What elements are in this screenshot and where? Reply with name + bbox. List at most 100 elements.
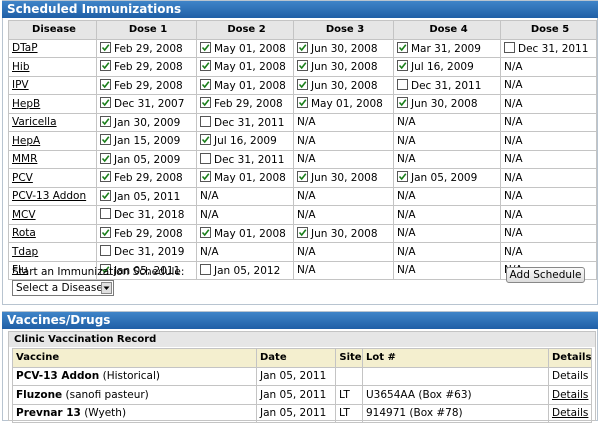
dose-cell: Dec 31, 2007 — [96, 94, 197, 114]
dose-checkbox[interactable] — [297, 226, 308, 238]
lot: 914971 (Box #78) — [366, 407, 463, 420]
lot-cell: 914971 (Box #78) — [362, 403, 549, 423]
disease-select[interactable]: Select a Disease — [12, 280, 114, 296]
dose-cell: Feb 29, 2008 — [96, 57, 197, 77]
schedule-row: HepB Dec 31, 2007 Feb 29, 2008 May 01, 2008… — [8, 94, 597, 114]
lot-cell: U3654AA (Box #63) — [362, 385, 549, 405]
dose-checkbox[interactable] — [200, 60, 211, 72]
check-mark — [201, 173, 210, 181]
dose-checkbox[interactable] — [100, 152, 111, 164]
dose-checkbox[interactable] — [100, 189, 111, 201]
column-header: Dose 3 — [293, 20, 394, 40]
dose-checkbox[interactable] — [397, 41, 408, 53]
disease-link[interactable]: PCV-13 Addon — [12, 190, 87, 203]
disease-link[interactable]: Hib — [12, 60, 30, 73]
column-header: Date — [256, 348, 336, 368]
dose-checkbox[interactable] — [100, 78, 111, 90]
not-applicable: N/A — [297, 245, 316, 258]
lot-cell — [362, 366, 549, 386]
dose-date: Jun 30, 2008 — [311, 61, 378, 74]
dose-checkbox[interactable] — [200, 263, 211, 275]
schedule-panel — [2, 0, 598, 305]
dose-checkbox[interactable] — [100, 245, 111, 257]
dose-checkbox[interactable] — [200, 41, 211, 53]
disease-link[interactable]: Tdap — [12, 245, 39, 258]
date: Jan 05, 2011 — [260, 370, 327, 383]
dose-cell: May 01, 2008 — [196, 75, 294, 95]
date-cell: Jan 05, 2011 — [256, 385, 336, 405]
dose-cell: Jan 30, 2009 — [96, 112, 197, 132]
dose-checkbox[interactable] — [200, 78, 211, 90]
disease-link[interactable]: PCV — [12, 171, 33, 184]
record-title: Clinic Vaccination Record — [9, 332, 595, 347]
dose-checkbox[interactable] — [100, 97, 111, 109]
disease-link[interactable]: IPV — [12, 79, 29, 92]
dose-cell: N/A — [500, 57, 597, 77]
schedule-row: PCV-13 Addon Jan 05, 2011 N/A N/A N/A N/A — [8, 186, 597, 206]
dose-checkbox[interactable] — [100, 263, 111, 275]
dose-cell: Jan 05, 2012 — [196, 260, 294, 280]
dose-cell: Jul 16, 2009 — [196, 131, 294, 151]
details-cell: Details — [548, 366, 592, 386]
add-schedule-button[interactable]: Add Schedule — [506, 267, 585, 283]
dose-checkbox[interactable] — [200, 152, 211, 164]
dose-date: May 01, 2008 — [214, 61, 286, 74]
dose-checkbox[interactable] — [397, 60, 408, 72]
dose-checkbox[interactable] — [100, 134, 111, 146]
dose-cell: N/A — [500, 223, 597, 243]
details-cell: Details — [548, 385, 592, 405]
dose-checkbox[interactable] — [100, 171, 111, 183]
check-mark — [101, 173, 110, 181]
dose-checkbox[interactable] — [297, 60, 308, 72]
dose-checkbox[interactable] — [297, 97, 308, 109]
details[interactable]: Details — [552, 407, 589, 420]
disease-link[interactable]: DTaP — [12, 42, 38, 55]
disease-cell: Rota — [8, 223, 97, 243]
section-header: Vaccines/Drugs — [2, 312, 598, 329]
dose-checkbox[interactable] — [297, 41, 308, 53]
check-mark — [101, 266, 110, 273]
dose-checkbox[interactable] — [100, 115, 111, 127]
dose-checkbox[interactable] — [297, 171, 308, 183]
dose-checkbox[interactable] — [397, 78, 408, 90]
dose-cell: Feb 29, 2008 — [96, 38, 197, 58]
header-row: Disease Dose 1 Dose 2 Dose 3 Dose 4 Dose 5 — [8, 20, 597, 40]
dose-date: Feb 29, 2008 — [114, 42, 183, 55]
dose-cell: Mar 31, 2009 — [393, 38, 501, 58]
dose-cell: N/A — [500, 112, 597, 132]
disease-link[interactable]: MCV — [12, 208, 36, 221]
details[interactable]: Details — [552, 388, 589, 401]
disease-link[interactable]: Varicella — [12, 116, 57, 129]
dose-checkbox[interactable] — [100, 41, 111, 53]
dose-checkbox[interactable] — [200, 171, 211, 183]
dose-checkbox[interactable] — [200, 134, 211, 146]
dose-date: Dec 31, 2011 — [214, 116, 285, 129]
disease-link[interactable]: Rota — [12, 227, 36, 240]
dose-cell: Jul 16, 2009 — [393, 57, 501, 77]
dose-checkbox[interactable] — [397, 171, 408, 183]
dose-checkbox[interactable] — [200, 226, 211, 238]
dose-cell: N/A — [293, 205, 394, 225]
dose-checkbox[interactable] — [100, 60, 111, 72]
disease-link[interactable]: HepB — [12, 97, 41, 110]
disease-cell: HepA — [8, 131, 97, 151]
dose-checkbox[interactable] — [504, 41, 515, 53]
site: LT — [339, 388, 350, 401]
check-mark — [398, 44, 407, 51]
schedule-row: PCV Feb 29, 2008 May 01, 2008 Jun 30, 2008 J… — [8, 168, 597, 188]
dose-checkbox[interactable] — [397, 97, 408, 109]
details-cell: Details — [548, 403, 592, 423]
disease-link[interactable]: Flu — [12, 264, 28, 277]
column-header: Dose 5 — [500, 20, 597, 40]
manufacturer: (sanofi pasteur) — [65, 388, 149, 401]
check-mark — [101, 136, 110, 144]
dose-checkbox[interactable] — [297, 78, 308, 90]
dose-checkbox[interactable] — [200, 115, 211, 127]
dose-checkbox[interactable] — [200, 97, 211, 109]
disease-link[interactable]: MMR — [12, 153, 38, 166]
dose-checkbox[interactable] — [100, 226, 111, 238]
dose-checkbox[interactable] — [100, 208, 111, 220]
dose-cell: Dec 31, 2011 — [196, 149, 294, 169]
dose-date: Dec 31, 2011 — [518, 42, 589, 55]
disease-link[interactable]: HepA — [12, 134, 41, 147]
